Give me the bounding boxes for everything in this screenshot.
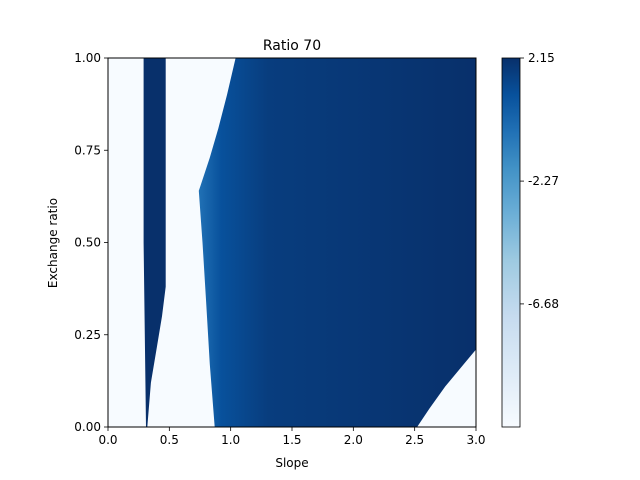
x-axis: 0.0 0.5 1.0 1.5 2.0 2.5 3.0	[98, 427, 486, 447]
x-tick-label: 2.5	[405, 433, 424, 447]
region-main-blue-region	[198, 58, 476, 427]
colorbar	[501, 57, 521, 428]
chart-title: Ratio 70	[263, 38, 321, 54]
y-tick-label: 0.50	[74, 236, 101, 250]
x-axis-label: Slope	[275, 456, 308, 470]
y-axis-label: Exchange ratio	[46, 198, 60, 288]
y-tick-label: 0.00	[74, 420, 101, 434]
colorbar-tick-label: -2.27	[528, 174, 559, 188]
heatmap-regions	[143, 58, 476, 427]
x-tick-label: 1.0	[221, 433, 240, 447]
y-tick-label: 0.25	[74, 328, 101, 342]
x-tick-label: 0.5	[160, 433, 179, 447]
y-axis: 0.00 0.25 0.50 0.75 1.00	[74, 51, 108, 434]
colorbar-ticks: 2.15 -2.27 -6.68	[520, 51, 559, 311]
colorbar-tick-label: -6.68	[528, 297, 559, 311]
y-tick-label: 0.75	[74, 143, 101, 157]
colorbar-tick-label: 2.15	[528, 51, 555, 65]
y-tick-label: 1.00	[74, 51, 101, 65]
x-tick-label: 1.5	[282, 433, 301, 447]
x-tick-label: 3.0	[466, 433, 485, 447]
x-tick-label: 2.0	[344, 433, 363, 447]
x-tick-label: 0.0	[98, 433, 117, 447]
region-left-blue-band	[143, 58, 166, 427]
